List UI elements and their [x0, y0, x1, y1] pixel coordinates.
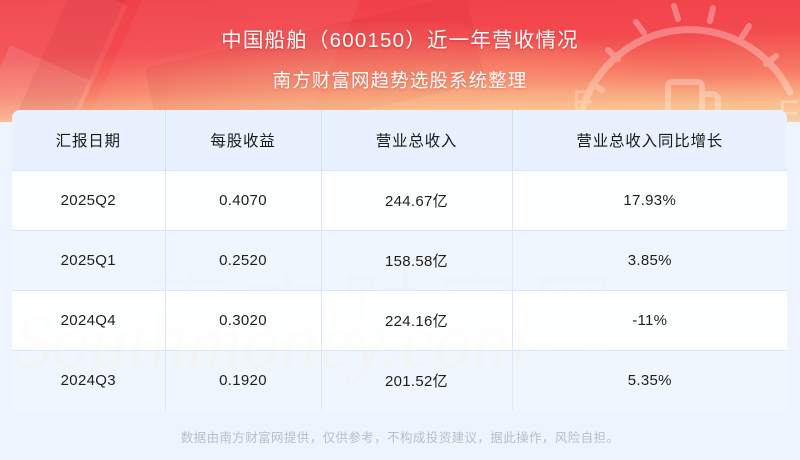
table-header-row: 汇报日期 每股收益 营业总收入 营业总收入同比增长: [12, 110, 787, 170]
header-banner: E F 中国船舶（600150）近一年营收情况 南方财富网趋势选股系统整理: [0, 0, 800, 122]
column-header-eps: 每股收益: [165, 110, 322, 170]
cell-total-revenue: 224.16亿: [321, 289, 513, 350]
table-row: 2025Q2 0.4070 244.67亿 17.93%: [12, 169, 787, 230]
table-body: 2025Q2 0.4070 244.67亿 17.93% 2025Q1 0.25…: [12, 169, 787, 410]
cell-eps: 0.3020: [165, 289, 322, 350]
column-header-total-revenue: 营业总收入: [321, 110, 513, 170]
cell-eps: 0.1920: [165, 349, 322, 410]
cell-eps: 0.4070: [165, 169, 322, 230]
cell-total-revenue: 244.67亿: [321, 169, 513, 230]
banner-title-group: 中国船舶（600150）近一年营收情况 南方财富网趋势选股系统整理: [0, 0, 800, 93]
column-header-revenue-yoy: 营业总收入同比增长: [512, 110, 787, 170]
cell-report-date: 2025Q1: [12, 229, 166, 290]
page-subtitle: 南方财富网趋势选股系统整理: [272, 70, 528, 91]
cell-report-date: 2024Q4: [12, 289, 166, 350]
column-header-report-date: 汇报日期: [12, 110, 166, 170]
cell-revenue-yoy: 3.85%: [512, 229, 787, 290]
footer: 数据由南方财富网提供，仅供参考，不构成投资建议，据此操作，风险自担。: [0, 412, 800, 460]
cell-revenue-yoy: 5.35%: [512, 349, 787, 410]
cell-revenue-yoy: -11%: [512, 289, 787, 350]
revenue-table: 汇报日期 每股收益 营业总收入 营业总收入同比增长 2025Q2 0.4070 …: [12, 110, 787, 410]
cell-total-revenue: 201.52亿: [321, 349, 513, 410]
cell-eps: 0.2520: [165, 229, 322, 290]
cell-report-date: 2024Q3: [12, 349, 166, 410]
cell-report-date: 2025Q2: [12, 169, 166, 230]
disclaimer-text: 数据由南方财富网提供，仅供参考，不构成投资建议，据此操作，风险自担。: [180, 430, 620, 445]
revenue-table-card: 汇报日期 每股收益 营业总收入 营业总收入同比增长 2025Q2 0.4070 …: [12, 110, 787, 410]
cell-total-revenue: 158.58亿: [321, 229, 513, 290]
table-header: 汇报日期 每股收益 营业总收入 营业总收入同比增长: [12, 110, 787, 170]
page-title: 中国船舶（600150）近一年营收情况: [221, 29, 579, 52]
table-row: 2024Q4 0.3020 224.16亿 -11%: [12, 289, 787, 350]
cell-revenue-yoy: 17.93%: [512, 169, 787, 230]
table-row: 2024Q3 0.1920 201.52亿 5.35%: [12, 349, 787, 410]
table-row: 2025Q1 0.2520 158.58亿 3.85%: [12, 229, 787, 290]
